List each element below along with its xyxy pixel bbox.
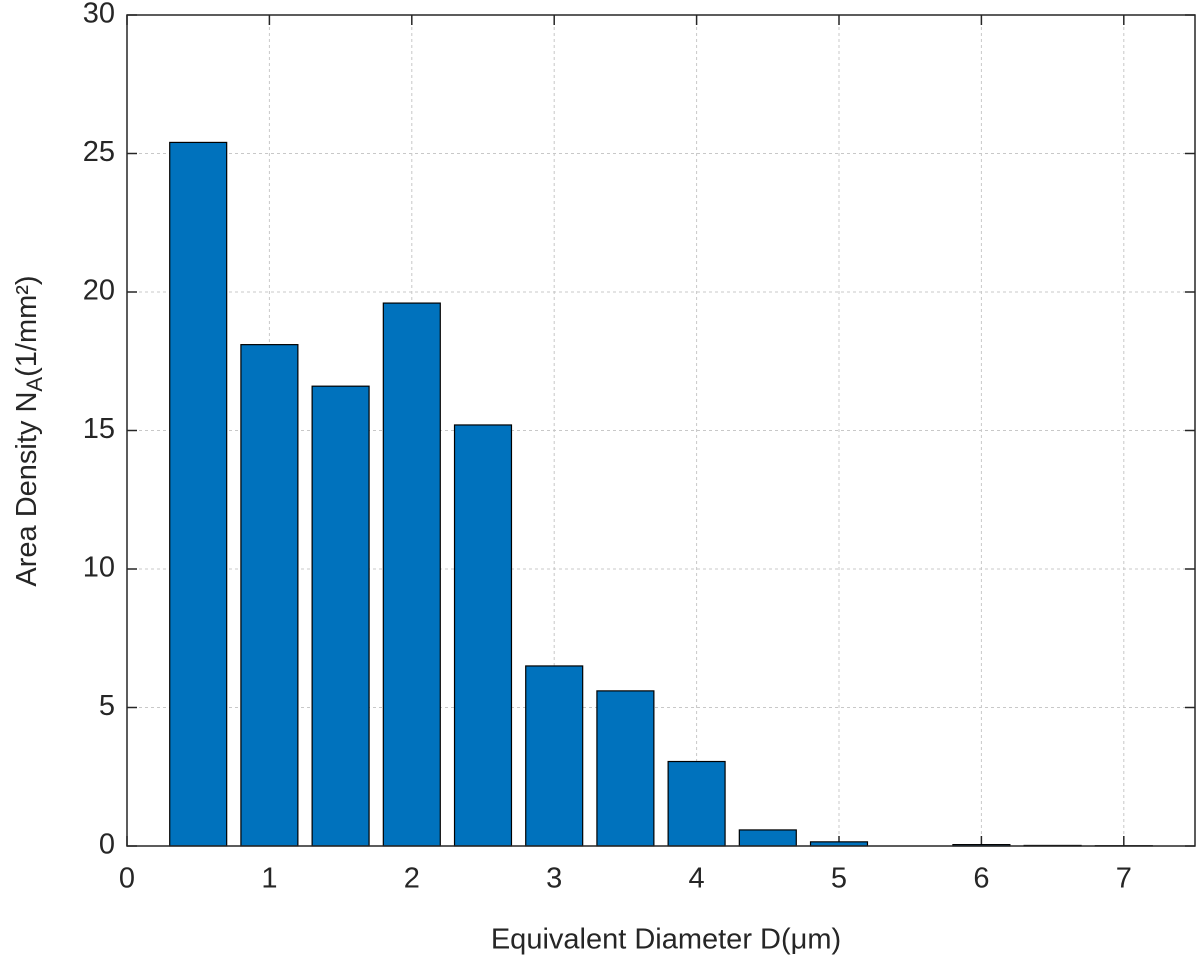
x-tick-label: 3 — [546, 863, 562, 895]
x-tick-label: 7 — [1116, 863, 1132, 895]
bar — [667, 760, 726, 847]
y-tick-label: 30 — [83, 0, 115, 30]
bar — [453, 424, 513, 847]
x-axis-label: Equivalent Diameter D(μm) — [491, 924, 841, 956]
x-tick-label: 2 — [404, 863, 420, 895]
y-tick-label: 10 — [83, 552, 115, 584]
y-tick-label: 15 — [83, 413, 115, 445]
x-tick-label: 4 — [689, 863, 705, 895]
x-tick-label: 0 — [119, 863, 135, 895]
bar — [738, 829, 797, 847]
y-label-text: Area Density N — [11, 392, 43, 587]
bar — [311, 385, 370, 847]
y-tick-label: 20 — [83, 275, 115, 307]
y-label-suffix: (1/mm²) — [11, 275, 43, 376]
bar — [596, 690, 655, 847]
bar — [240, 344, 299, 847]
bar — [525, 665, 584, 847]
x-tick-label: 6 — [973, 863, 989, 895]
y-tick-label: 5 — [99, 690, 115, 722]
plot-frame — [126, 14, 1196, 847]
x-tick-label: 1 — [261, 863, 277, 895]
x-tick-label: 5 — [831, 863, 847, 895]
bar — [169, 141, 228, 847]
y-tick-label: 25 — [83, 136, 115, 168]
y-label-subscript: A — [22, 377, 47, 392]
y-tick-label: 0 — [99, 829, 115, 861]
y-axis-label: Area Density NA(1/mm²) — [11, 275, 47, 586]
bar — [382, 302, 441, 847]
